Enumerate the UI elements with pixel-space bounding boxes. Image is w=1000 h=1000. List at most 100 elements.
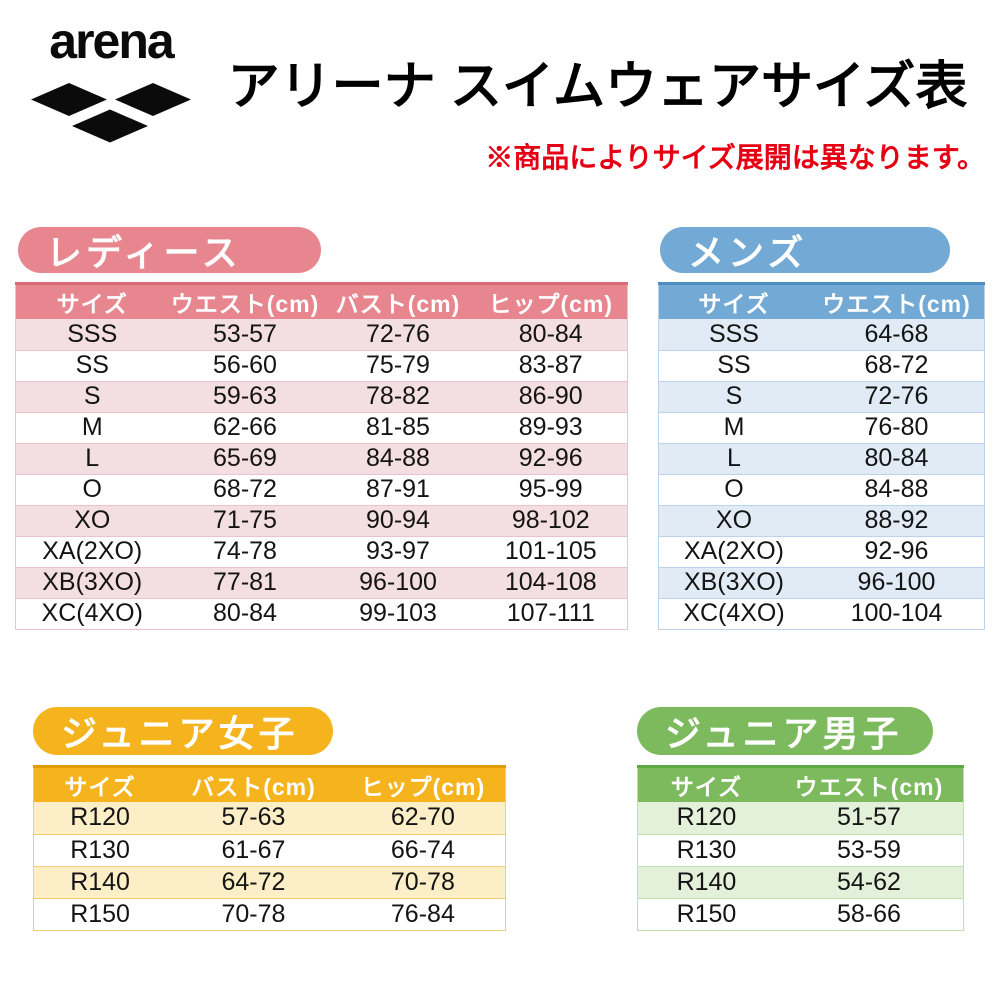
size-cell: XC(4XO) <box>41 599 143 627</box>
tab-junior-girls: ジュニア女子 <box>33 707 333 755</box>
measurement-cell: 96-100 <box>857 568 936 596</box>
measurement-cell: 92-96 <box>518 444 583 472</box>
table-row: XB(3XO) 96-100 <box>658 567 985 598</box>
measurement-cell: 64-72 <box>221 867 286 896</box>
measurement-cell: 62-66 <box>213 413 277 441</box>
column-header: サイズ <box>658 282 809 319</box>
table-row: XA(2XO) 92-96 <box>658 536 985 567</box>
measurement-cell: 62-70 <box>390 803 455 832</box>
measurement-cell: 84-88 <box>366 444 430 472</box>
measurement-cell: 107-111 <box>506 599 595 627</box>
table-row: R130 53-59 <box>637 834 964 866</box>
measurement-cell: 75-79 <box>366 351 430 379</box>
measurement-cell: 96-100 <box>359 568 437 596</box>
measurement-cell: 95-99 <box>518 475 583 503</box>
size-cell: R140 <box>70 867 130 896</box>
size-cell: L <box>727 444 741 472</box>
table-row: R150 70-78 76-84 <box>33 898 506 930</box>
size-cell: SSS <box>708 319 759 348</box>
size-cell: XO <box>74 506 111 534</box>
table-row: SSS 64-68 <box>658 319 985 350</box>
size-cell: R150 <box>676 899 737 928</box>
junior-girls-size-table: サイズ バスト(cm) ヒップ(cm) R120 57-63 62-70 R130 61-6… <box>33 765 506 931</box>
measurement-cell: 100-104 <box>850 599 943 627</box>
size-cell: R130 <box>70 835 130 864</box>
measurement-cell: 59-63 <box>213 382 277 410</box>
measurement-cell: 101-105 <box>504 537 597 565</box>
tab-mens: メンズ <box>660 227 950 273</box>
size-cell: XB(3XO) <box>42 568 143 596</box>
measurement-cell: 104-108 <box>504 568 597 596</box>
table-row: XO 88-92 <box>658 505 985 536</box>
arena-logo: arena <box>28 16 194 144</box>
page-title: アリーナ スイムウェアサイズ表 <box>227 58 968 116</box>
size-cell: XA(2XO) <box>42 537 143 565</box>
table-row: R130 61-67 66-74 <box>33 834 506 866</box>
column-header: バスト(cm) <box>321 282 475 319</box>
table-row: L 80-84 <box>658 443 985 474</box>
tab-ladies: レディース <box>18 227 321 273</box>
header-row: サイズ バスト(cm) ヒップ(cm) <box>33 765 506 802</box>
table-row: M 62-66 81-85 89-93 <box>15 412 628 443</box>
table-row: O 68-72 87-91 95-99 <box>15 474 628 505</box>
size-cell: XO <box>715 506 753 534</box>
size-availability-note: ※商品によりサイズ展開は異なります。 <box>485 142 985 173</box>
column-header: ウエスト(cm) <box>808 282 985 319</box>
ladies-size-table: サイズ ウエスト(cm) バスト(cm) ヒップ(cm) SSS 53-57 72-76 8… <box>15 282 628 630</box>
measurement-cell: 58-66 <box>836 899 901 928</box>
table-row: R150 58-66 <box>637 898 964 930</box>
measurement-cell: 68-72 <box>213 475 277 503</box>
size-cell: R140 <box>676 867 737 896</box>
measurement-cell: 64-68 <box>864 319 929 348</box>
table-row: XC(4XO) 100-104 <box>658 598 985 629</box>
measurement-cell: 93-97 <box>366 537 430 565</box>
measurement-cell: 77-81 <box>213 568 277 596</box>
size-cell: XC(4XO) <box>683 599 785 627</box>
column-header: ヒップ(cm) <box>340 765 506 802</box>
measurement-cell: 66-74 <box>390 835 455 864</box>
measurement-cell: 80-84 <box>864 444 929 472</box>
measurement-cell: 56-60 <box>213 351 277 379</box>
size-cell: SS <box>717 351 751 379</box>
header-row: サイズ ウエスト(cm) <box>658 282 985 319</box>
table-row: SS 68-72 <box>658 350 985 381</box>
column-header: バスト(cm) <box>166 765 341 802</box>
measurement-cell: 72-76 <box>366 319 430 348</box>
measurement-cell: 61-67 <box>221 835 286 864</box>
column-header: ヒップ(cm) <box>474 282 628 319</box>
measurement-cell: 65-69 <box>213 444 277 472</box>
size-cell: R120 <box>676 803 737 832</box>
size-cell: L <box>85 444 100 472</box>
header-row: サイズ ウエスト(cm) バスト(cm) ヒップ(cm) <box>15 282 628 319</box>
measurement-cell: 70-78 <box>221 899 286 928</box>
size-cell: O <box>724 475 744 503</box>
table-row: XA(2XO) 74-78 93-97 101-105 <box>15 536 628 567</box>
measurement-cell: 89-93 <box>518 413 583 441</box>
junior-boys-section: ジュニア男子 サイズ ウエスト(cm) R120 51-57 R130 53-59 R14… <box>637 707 964 931</box>
size-cell: S <box>725 382 743 410</box>
size-cell: R130 <box>676 835 737 864</box>
measurement-cell: 87-91 <box>366 475 430 503</box>
table-row: S 72-76 <box>658 381 985 412</box>
table-row: L 65-69 84-88 92-96 <box>15 443 628 474</box>
measurement-cell: 99-103 <box>359 599 437 627</box>
table-row: S 59-63 78-82 86-90 <box>15 381 628 412</box>
size-cell: XB(3XO) <box>683 568 784 596</box>
measurement-cell: 53-59 <box>836 835 901 864</box>
measurement-cell: 76-80 <box>864 413 929 441</box>
measurement-cell: 70-78 <box>390 867 455 896</box>
column-header: サイズ <box>637 765 775 802</box>
measurement-cell: 81-85 <box>366 413 430 441</box>
table-row: XB(3XO) 77-81 96-100 104-108 <box>15 567 628 598</box>
table-row: SS 56-60 75-79 83-87 <box>15 350 628 381</box>
measurement-cell: 84-88 <box>864 475 929 503</box>
table-row: R120 57-63 62-70 <box>33 802 506 834</box>
tab-junior-boys: ジュニア男子 <box>637 707 933 755</box>
table-row: M 76-80 <box>658 412 985 443</box>
measurement-cell: 53-57 <box>213 319 277 348</box>
size-cell: O <box>82 475 102 503</box>
size-cell: S <box>83 382 101 410</box>
table-row: R120 51-57 <box>637 802 964 834</box>
measurement-cell: 76-84 <box>390 899 455 928</box>
